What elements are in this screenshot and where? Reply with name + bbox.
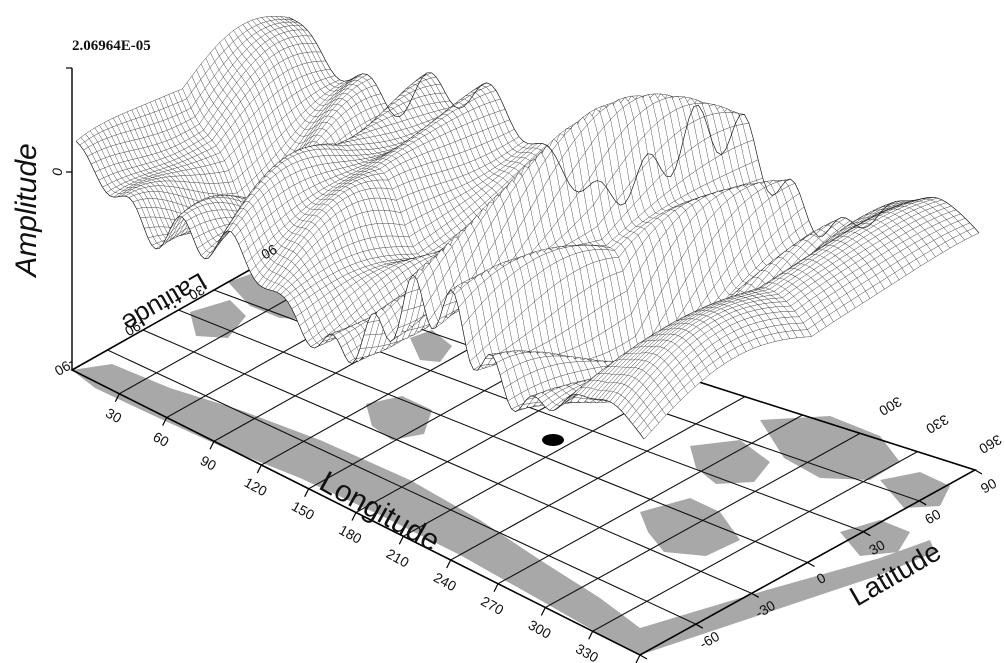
amplitude-axis-title: Amplitude (10, 143, 43, 278)
longitude-tick-mark (588, 630, 594, 640)
latitude-tick-mark (751, 592, 759, 598)
longitude-tick-mark (540, 607, 546, 616)
longitude-tick-mark (446, 559, 452, 569)
antarctica-land-east (640, 540, 935, 655)
latitude-tick-label: 90 (978, 475, 1000, 497)
surface-mesh (75, 16, 980, 440)
longitude-tick-mark (351, 512, 357, 521)
longitude-tick-mark (114, 393, 120, 403)
amplitude-zero-label: 0 (49, 168, 65, 176)
amplitude-max-label: 2.06964E-05 (72, 38, 151, 54)
latitude-tick-mark (639, 654, 648, 660)
longitude-tick-mark (398, 535, 404, 545)
antarctica-land (72, 364, 640, 655)
surface-back-edge (288, 17, 980, 237)
grid-parallel (107, 349, 697, 625)
latitude-tick-mark (918, 500, 927, 506)
source-marker (542, 434, 564, 446)
latitude-tick-mark (974, 469, 983, 475)
longitude-tick-label: 90 (198, 452, 220, 474)
longitude-tick-mark (256, 464, 262, 474)
longitude-tick-label: 180 (336, 521, 364, 546)
latitude-tick-mark (695, 623, 704, 629)
back-longitude-tick-label: 300 (876, 394, 904, 420)
latitude-back-tick-label: 90 (258, 241, 280, 263)
longitude-tick-mark (493, 583, 499, 593)
longitude-tick-label: 270 (478, 593, 506, 618)
landmass-9 (880, 472, 950, 508)
grid-parallel (142, 329, 752, 594)
map-plane-fill (72, 250, 975, 655)
latitude-back-tick-label: -90 (52, 355, 78, 379)
surface-line (75, 141, 645, 440)
longitude-tick-label: 150 (289, 498, 317, 523)
longitude-tick-mark (635, 654, 641, 663)
latitude-tick-label: 30 (866, 536, 888, 558)
longitude-tick-mark (162, 417, 168, 426)
landmass-2 (190, 300, 246, 338)
longitude-tick-label: 210 (384, 545, 412, 570)
landmass-6 (690, 440, 770, 484)
latitude-tick-mark (863, 531, 871, 537)
longitude-tick-label: 30 (103, 405, 125, 427)
amplitude-axis: 2.06964E-05 0 Amplitude (10, 38, 151, 370)
longitude-tick-label: 300 (526, 616, 554, 641)
longitude-tick-mark (209, 440, 215, 450)
landmass-7 (760, 416, 900, 480)
longitude-tick-label: 60 (150, 428, 172, 450)
grid-parallel (178, 309, 808, 564)
latitude-tick-label: 60 (922, 506, 944, 528)
latitude-tick-label: -90 (641, 659, 667, 663)
longitude-tick-mark (304, 488, 310, 498)
longitude-tick-label: 330 (573, 640, 601, 663)
longitude-tick-label: 120 (242, 474, 270, 499)
longitude-tick-label: 240 (431, 569, 459, 594)
back-longitude-tick-label: 330 (923, 412, 951, 438)
back-longitude-tick-label: 360 (976, 432, 1004, 458)
latitude-tick-mark (807, 561, 815, 568)
landmass-4 (410, 330, 452, 362)
